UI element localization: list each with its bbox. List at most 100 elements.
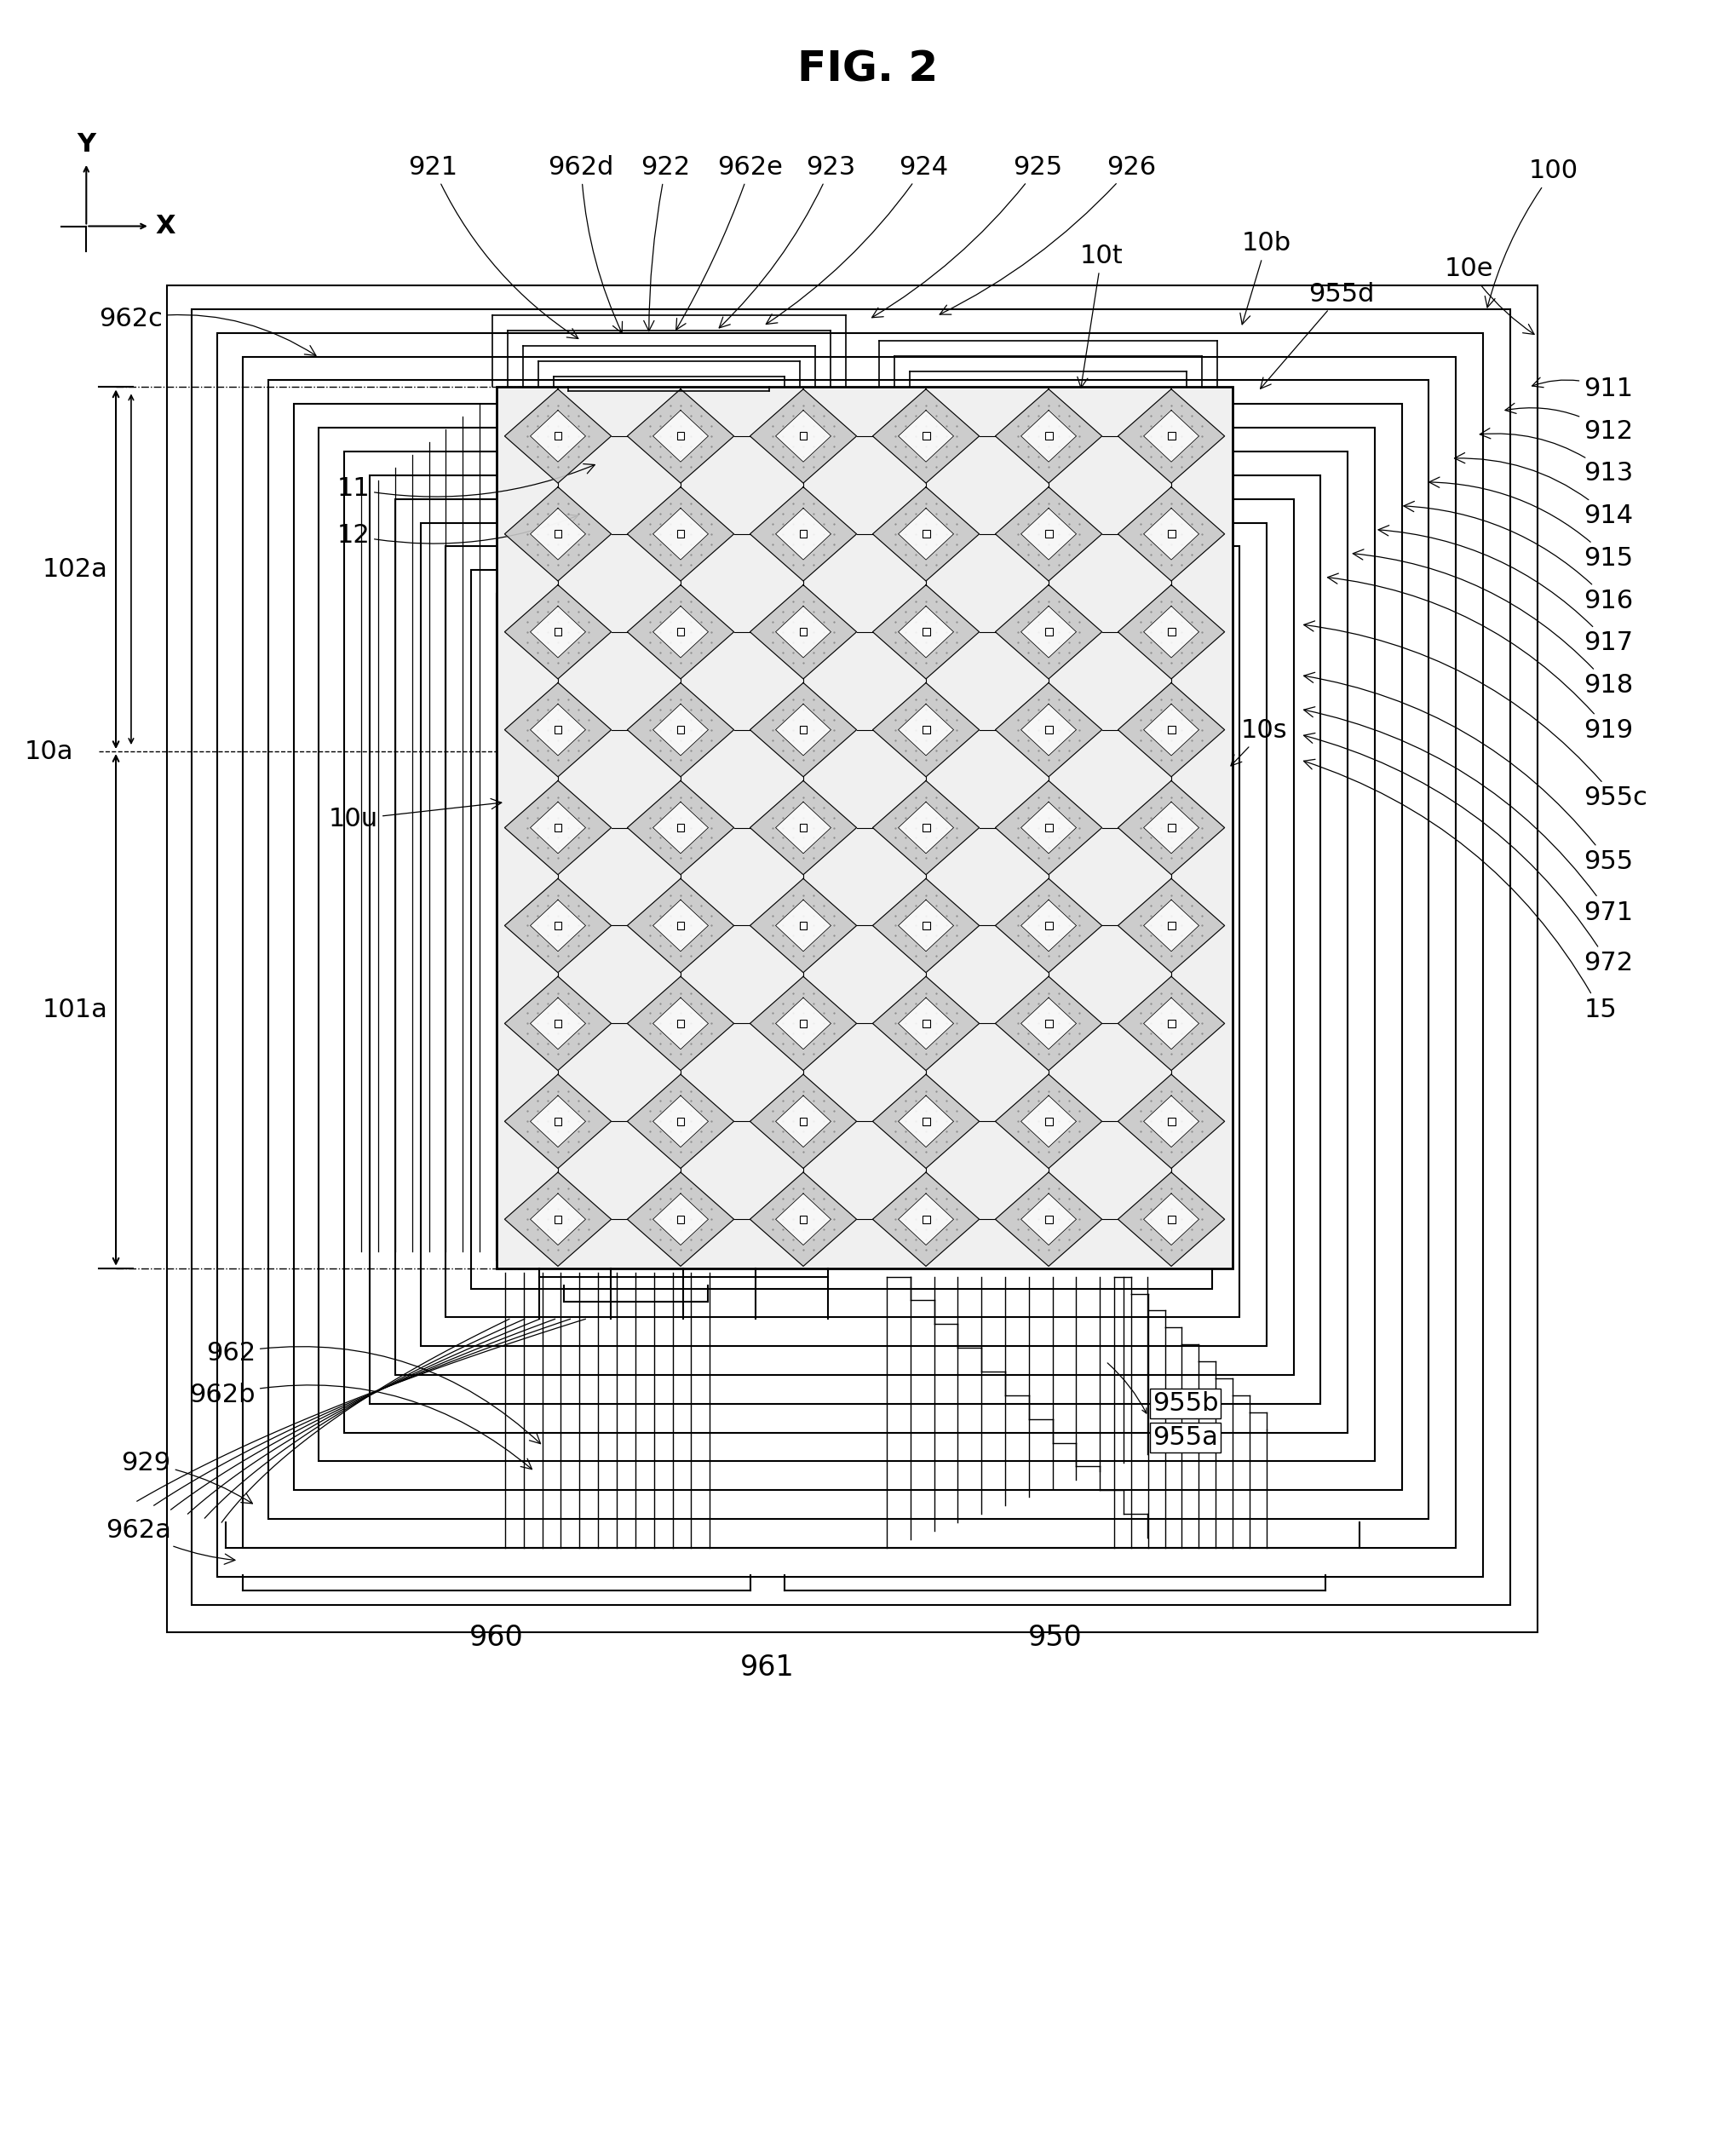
Polygon shape: [898, 410, 953, 461]
Text: 972: 972: [1304, 734, 1634, 975]
Text: 926: 926: [939, 156, 1156, 314]
Polygon shape: [873, 879, 979, 973]
Polygon shape: [1021, 802, 1076, 854]
Bar: [800, 1118, 807, 1125]
Text: 962e: 962e: [675, 156, 783, 331]
Bar: [1168, 824, 1175, 832]
Bar: [193, 309, 1510, 1605]
Polygon shape: [776, 508, 832, 559]
Polygon shape: [995, 585, 1102, 679]
Polygon shape: [898, 704, 953, 755]
Polygon shape: [750, 879, 856, 973]
Bar: [293, 403, 1403, 1490]
Bar: [496, 386, 1233, 1268]
Polygon shape: [995, 977, 1102, 1071]
Polygon shape: [873, 1172, 979, 1265]
Polygon shape: [776, 802, 832, 854]
Text: 921: 921: [408, 156, 578, 339]
Bar: [1045, 433, 1052, 440]
Text: 10a: 10a: [24, 738, 73, 764]
Text: 955: 955: [1304, 672, 1634, 875]
Polygon shape: [776, 1193, 832, 1244]
Text: 962: 962: [207, 1340, 540, 1445]
Polygon shape: [995, 388, 1102, 482]
Polygon shape: [627, 388, 734, 482]
Bar: [922, 433, 930, 440]
Text: 15: 15: [1304, 760, 1616, 1022]
Polygon shape: [653, 606, 708, 657]
Bar: [800, 1020, 807, 1026]
Text: 955c: 955c: [1304, 621, 1647, 811]
Bar: [677, 529, 684, 538]
Text: 962b: 962b: [189, 1383, 531, 1468]
Text: 10e: 10e: [1444, 256, 1535, 335]
Text: 916: 916: [1404, 501, 1634, 612]
Bar: [554, 529, 562, 538]
Text: 962a: 962a: [106, 1519, 234, 1564]
Text: FIG. 2: FIG. 2: [797, 49, 939, 90]
Bar: [922, 627, 930, 636]
Bar: [554, 433, 562, 440]
Polygon shape: [776, 1095, 832, 1148]
Text: 960: 960: [469, 1624, 524, 1652]
Polygon shape: [627, 781, 734, 875]
Bar: [922, 1118, 930, 1125]
Polygon shape: [873, 977, 979, 1071]
Bar: [677, 824, 684, 832]
Polygon shape: [505, 781, 611, 875]
Polygon shape: [750, 1073, 856, 1167]
Bar: [1045, 1118, 1052, 1125]
Text: 10b: 10b: [1240, 230, 1292, 324]
Bar: [922, 529, 930, 538]
Polygon shape: [750, 1172, 856, 1265]
Bar: [319, 427, 1375, 1462]
Text: 10t: 10t: [1078, 243, 1123, 388]
Polygon shape: [505, 977, 611, 1071]
Polygon shape: [750, 487, 856, 580]
Text: 950: 950: [1028, 1624, 1082, 1652]
Bar: [344, 452, 1347, 1432]
Polygon shape: [505, 683, 611, 777]
Polygon shape: [627, 1073, 734, 1167]
Text: 913: 913: [1479, 429, 1634, 487]
Polygon shape: [1144, 606, 1200, 657]
Polygon shape: [776, 410, 832, 461]
Bar: [554, 1216, 562, 1223]
Polygon shape: [529, 606, 585, 657]
Bar: [677, 726, 684, 734]
Polygon shape: [627, 585, 734, 679]
Polygon shape: [873, 388, 979, 482]
Polygon shape: [1021, 901, 1076, 952]
Polygon shape: [529, 901, 585, 952]
Bar: [1045, 529, 1052, 538]
Text: 12: 12: [337, 514, 578, 548]
Polygon shape: [529, 1193, 585, 1244]
Polygon shape: [1118, 1073, 1224, 1167]
Polygon shape: [873, 683, 979, 777]
Bar: [470, 570, 1212, 1289]
Bar: [217, 333, 1483, 1577]
Polygon shape: [898, 508, 953, 559]
Text: 924: 924: [766, 156, 948, 324]
Polygon shape: [505, 1172, 611, 1265]
Bar: [554, 824, 562, 832]
Polygon shape: [873, 487, 979, 580]
Polygon shape: [873, 781, 979, 875]
Text: 962d: 962d: [549, 156, 621, 333]
Polygon shape: [1118, 781, 1224, 875]
Polygon shape: [529, 704, 585, 755]
Polygon shape: [1118, 683, 1224, 777]
Polygon shape: [1118, 487, 1224, 580]
Polygon shape: [1118, 1172, 1224, 1265]
Text: X: X: [156, 213, 175, 239]
Bar: [554, 1118, 562, 1125]
Text: 914: 914: [1455, 452, 1634, 529]
Polygon shape: [653, 802, 708, 854]
Polygon shape: [776, 606, 832, 657]
Bar: [1045, 1216, 1052, 1223]
Bar: [677, 1216, 684, 1223]
Polygon shape: [653, 410, 708, 461]
Polygon shape: [898, 606, 953, 657]
Polygon shape: [529, 997, 585, 1050]
Polygon shape: [1144, 1193, 1200, 1244]
